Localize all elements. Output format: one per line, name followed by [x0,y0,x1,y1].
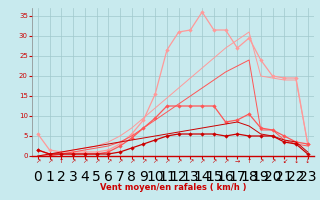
X-axis label: Vent moyen/en rafales ( km/h ): Vent moyen/en rafales ( km/h ) [100,183,246,192]
